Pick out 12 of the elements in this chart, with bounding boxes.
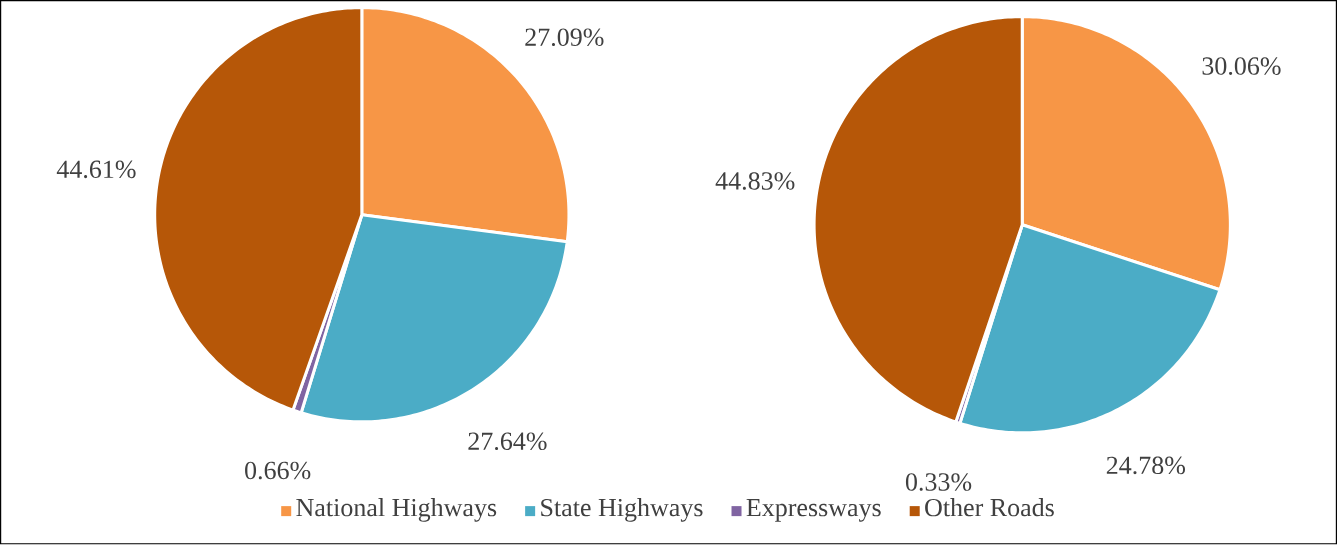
data-label: 0.33% <box>905 473 972 492</box>
legend-label: Other Roads <box>925 498 1054 517</box>
data-label: 44.61% <box>56 160 136 179</box>
data-label: 44.83% <box>715 172 795 191</box>
data-label: 30.06% <box>1202 57 1281 76</box>
legend-label: State Highways <box>541 498 703 522</box>
legend-label: Expressways <box>746 499 881 522</box>
data-label: 27.09% <box>525 28 604 47</box>
data-label: 24.78% <box>1106 456 1186 475</box>
legend-label: National Highways <box>296 498 497 522</box>
data-label: 0.66% <box>245 461 311 480</box>
data-label: 27.64% <box>468 432 547 451</box>
